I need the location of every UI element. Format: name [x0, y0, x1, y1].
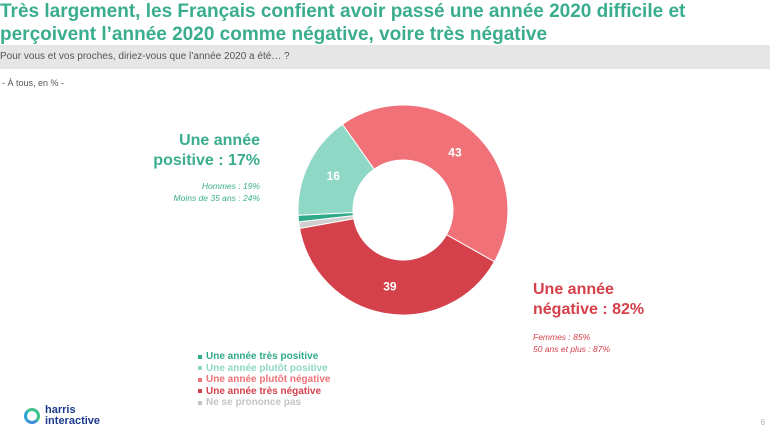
legend-label: Une année très négative	[206, 385, 322, 397]
negative-callout-details: Femmes : 85% 50 ans et plus : 87%	[533, 331, 610, 355]
legend-swatch	[198, 354, 202, 359]
logo-line2: interactive	[45, 415, 101, 427]
legend-label: Une année plutôt positive	[206, 362, 328, 374]
slice-label: 39	[383, 279, 397, 293]
slice-label: 43	[448, 146, 462, 160]
page-title: Très largement, les Français confient av…	[0, 1, 686, 45]
donut-slice	[341, 104, 509, 263]
legend-item: Ne se prononce pas	[198, 397, 330, 409]
negative-callout-title: Une année négative : 82%	[533, 280, 663, 320]
slice-label: 16	[327, 169, 341, 183]
legend-item: Une année plutôt négative	[198, 374, 330, 386]
legend-swatch	[198, 400, 202, 405]
negative-detail: 50 ans et plus : 87%	[533, 344, 611, 354]
negative-callout-text: Une année négative : 82%	[533, 281, 645, 318]
negative-detail: Femmes : 85%	[533, 332, 591, 342]
question-bar	[0, 45, 770, 69]
positive-detail: Hommes : 19%	[201, 181, 260, 191]
page-number: 6	[760, 418, 765, 427]
legend-swatch	[198, 389, 202, 394]
chart-legend: Une année très positive Une année plutôt…	[198, 351, 330, 409]
legend-swatch	[198, 366, 202, 371]
donut-slice	[297, 123, 375, 216]
base-note: - À tous, en % -	[2, 78, 65, 88]
positive-detail: Moins de 35 ans : 24%	[173, 193, 260, 203]
harris-interactive-logo: harris interactive	[24, 405, 100, 427]
legend-item: Une année très positive	[198, 351, 330, 363]
legend-item: Une année très négative	[198, 386, 330, 398]
positive-callout-title: Une année positive : 17%	[150, 131, 260, 171]
donut-slice	[299, 218, 496, 316]
legend-swatch	[198, 377, 202, 382]
legend-label: Une année plutôt négative	[206, 374, 331, 385]
logo-ring-icon	[24, 408, 40, 424]
positive-callout-details: Hommes : 19% Moins de 35 ans : 24%	[174, 180, 260, 204]
positive-callout-text: Une année positive : 17%	[153, 132, 260, 169]
legend-label: Une année très positive	[206, 351, 319, 362]
legend-label: Ne se prononce pas	[206, 397, 302, 408]
survey-question: Pour vous et vos proches, diriez-vous qu…	[0, 51, 290, 62]
legend-item: Une année plutôt positive	[198, 363, 330, 375]
logo-line1: harris	[45, 404, 76, 416]
